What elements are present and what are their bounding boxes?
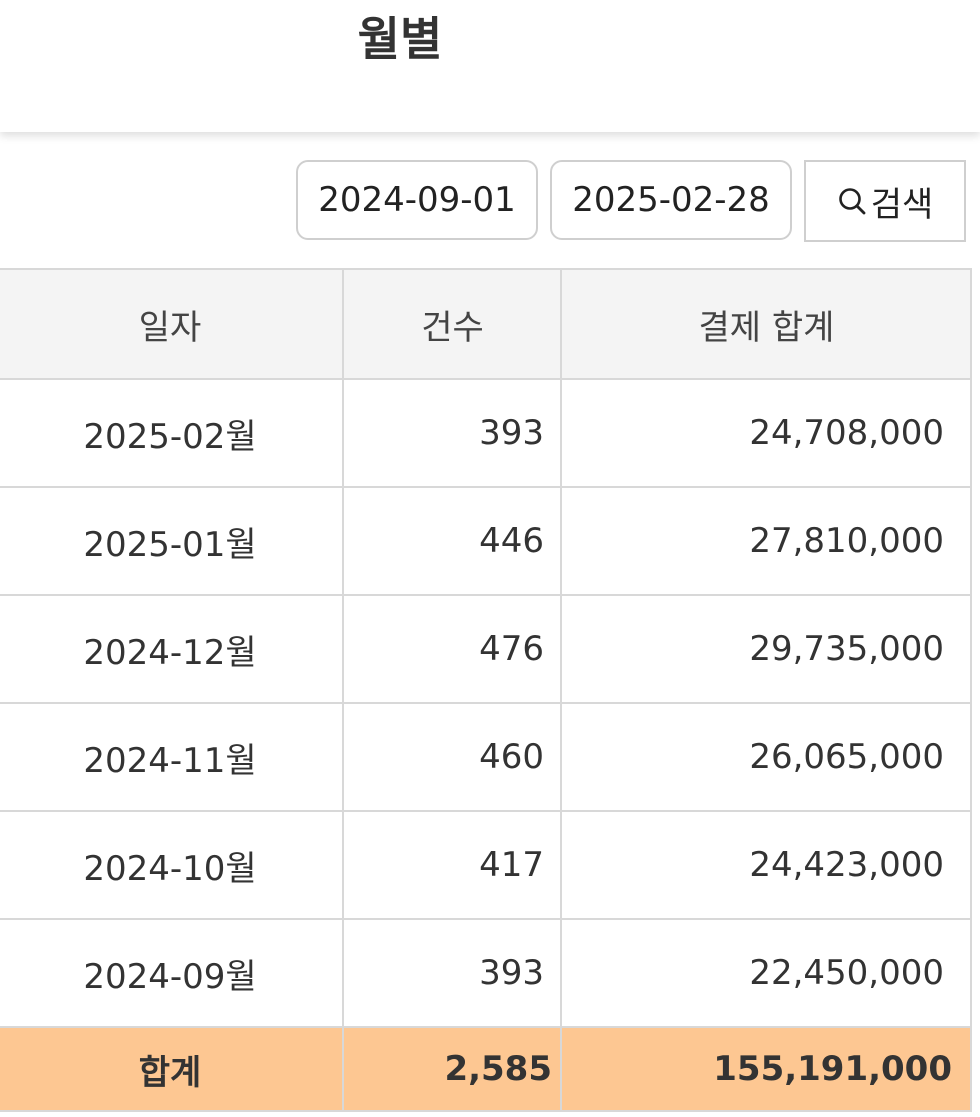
- search-button-label: 검색: [870, 184, 934, 225]
- row-date: 2024-11월: [0, 702, 344, 812]
- row-amount: 22,450,000: [560, 918, 972, 1028]
- monthly-report-table: 일자 건수 결제 합계 2025-02월 393 24,708,000 2025…: [0, 268, 972, 1112]
- column-header-date: 일자: [0, 268, 344, 380]
- row-amount: 26,065,000: [560, 702, 972, 812]
- total-amount: 155,191,000: [560, 1026, 972, 1112]
- row-date: 2024-09월: [0, 918, 344, 1028]
- end-date-input[interactable]: [550, 160, 792, 240]
- column-header-count: 건수: [342, 268, 562, 380]
- page-header: 월별: [0, 0, 980, 132]
- row-count: 460: [342, 702, 562, 812]
- total-count: 2,585: [342, 1026, 562, 1112]
- row-count: 393: [342, 918, 562, 1028]
- row-amount: 24,423,000: [560, 810, 972, 920]
- total-row: 합계 2,585 155,191,000: [0, 1026, 972, 1112]
- table-row: 2025-02월 393 24,708,000: [0, 378, 972, 488]
- table-row: 2025-01월 446 27,810,000: [0, 486, 972, 596]
- search-icon: [838, 188, 866, 215]
- total-label: 합계: [0, 1026, 344, 1112]
- table-row: 2024-11월 460 26,065,000: [0, 702, 972, 812]
- row-date: 2024-10월: [0, 810, 344, 920]
- page-title: 월별: [357, 12, 443, 66]
- row-amount: 29,735,000: [560, 594, 972, 704]
- row-count: 393: [342, 378, 562, 488]
- row-count: 446: [342, 486, 562, 596]
- start-date-input[interactable]: [296, 160, 538, 240]
- row-date: 2024-12월: [0, 594, 344, 704]
- row-date: 2025-01월: [0, 486, 344, 596]
- column-header-amount: 결제 합계: [560, 268, 972, 380]
- table-row: 2024-10월 417 24,423,000: [0, 810, 972, 920]
- row-amount: 27,810,000: [560, 486, 972, 596]
- table-row: 2024-12월 476 29,735,000: [0, 594, 972, 704]
- row-count: 417: [342, 810, 562, 920]
- row-count: 476: [342, 594, 562, 704]
- row-date: 2025-02월: [0, 378, 344, 488]
- table-header-row: 일자 건수 결제 합계: [0, 268, 972, 380]
- search-button[interactable]: 검색: [804, 160, 966, 242]
- table-row: 2024-09월 393 22,450,000: [0, 918, 972, 1028]
- row-amount: 24,708,000: [560, 378, 972, 488]
